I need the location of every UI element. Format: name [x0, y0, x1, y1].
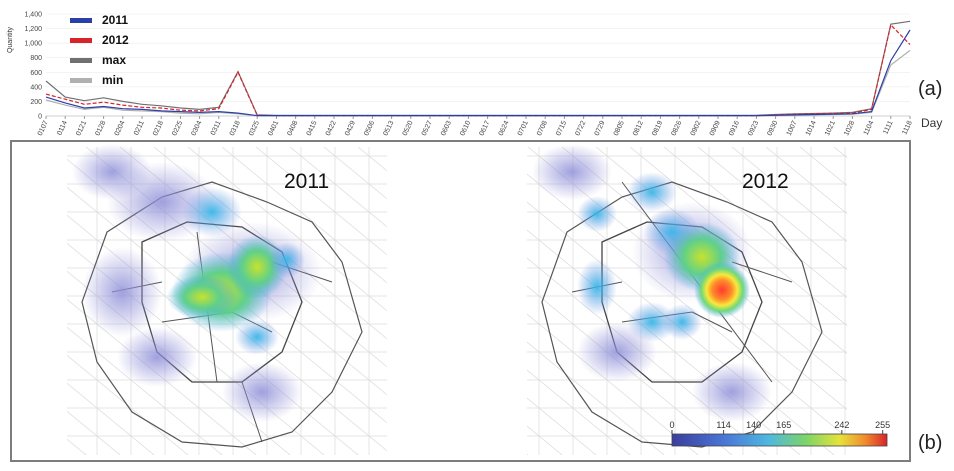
- y-axis-label: Quantity: [7, 26, 14, 53]
- chart-legend: 2011 2012 max min: [70, 13, 129, 87]
- x-tick-label: 0128: [94, 120, 107, 137]
- x-tick-label: 0429: [344, 120, 357, 137]
- legend-swatch-min: [70, 78, 92, 83]
- y-tick-label: 400: [30, 84, 42, 91]
- y-tick-label: 1,000: [24, 41, 42, 48]
- x-tick-label: 1118: [901, 120, 914, 136]
- x-tick-label: 0318: [229, 120, 242, 137]
- y-tick-label: 1,400: [24, 12, 42, 19]
- x-tick-label: 0902: [690, 120, 703, 137]
- y-tick-label: 200: [30, 99, 42, 106]
- x-tick-label: 0930: [766, 120, 779, 137]
- heatmap-panel: 0 114 140 165 242 255 2011 2012: [10, 140, 911, 462]
- heatmap-2012: [527, 144, 847, 455]
- x-tick-label: 0506: [363, 120, 376, 137]
- heatmap-2012-label: 2012: [742, 170, 789, 193]
- x-tick-label: 0722: [574, 120, 587, 137]
- series-line-2011: [45, 29, 911, 117]
- colorbar-tick-label: 255: [875, 420, 890, 430]
- x-tick-label: 1014: [805, 120, 818, 137]
- x-tick-label: 0826: [670, 120, 683, 137]
- heatmap-maps: 0 114 140 165 242 255: [67, 144, 890, 455]
- x-tick-label: 0805: [613, 120, 626, 137]
- y-axis-ticks: 0 200 400 600 800 1,000 1,200 1,400: [24, 12, 910, 121]
- x-tick-label: 0107: [37, 120, 50, 137]
- legend-swatch-2011: [70, 18, 92, 23]
- colorbar-tick-label: 242: [834, 420, 849, 430]
- legend-label-min: min: [102, 73, 123, 87]
- legend-label-2012: 2012: [102, 33, 129, 47]
- colorbar-tick-label: 114: [716, 420, 730, 430]
- heatmap-2011-label: 2011: [284, 170, 330, 193]
- x-tick-label: 0408: [286, 120, 299, 137]
- x-tick-label: 0923: [747, 120, 760, 137]
- x-tick-label: 0812: [632, 120, 645, 137]
- series-line-min: [45, 49, 911, 117]
- heatmap-colorbar: 0 114 140 165 242 255: [669, 420, 890, 447]
- x-tick-label: 0916: [728, 120, 741, 137]
- x-tick-label: 1021: [824, 120, 837, 137]
- x-tick-label: 1111: [882, 120, 894, 136]
- x-tick-label: 0729: [594, 120, 607, 137]
- x-tick-label: 0311: [210, 120, 223, 137]
- colorbar-tick-label: 0: [669, 420, 674, 430]
- x-tick-label: 0603: [440, 120, 453, 137]
- x-tick-label: 0401: [267, 120, 280, 137]
- x-tick-label: 0624: [498, 120, 511, 137]
- y-tick-label: 0: [38, 114, 42, 121]
- x-tick-label: 0422: [325, 120, 338, 137]
- x-tick-label: 0325: [248, 120, 261, 137]
- x-tick-label: 0225: [171, 120, 184, 137]
- x-tick-label: 0909: [709, 120, 722, 137]
- x-axis-label: Day: [921, 116, 942, 130]
- x-tick-label: 0121: [75, 120, 88, 137]
- y-tick-label: 1,200: [24, 26, 42, 33]
- x-tick-label: 0610: [459, 120, 472, 137]
- x-tick-label: 1104: [863, 120, 876, 137]
- x-tick-label: 0204: [114, 120, 127, 137]
- legend-label-2011: 2011: [102, 13, 128, 27]
- x-tick-label: 0708: [536, 120, 549, 137]
- x-tick-label: 1007: [786, 120, 799, 137]
- x-tick-label: 0527: [421, 120, 434, 137]
- x-tick-label: 0513: [382, 120, 395, 137]
- x-tick-label: 0819: [651, 120, 664, 137]
- x-tick-label: 0715: [555, 120, 568, 137]
- colorbar-tick-label: 165: [776, 420, 791, 430]
- x-tick-label: 0211: [133, 120, 146, 137]
- x-tick-label: 0415: [306, 120, 319, 137]
- x-axis-ticks: 0107 0114 0121 0128 0204 0211 0218 0225 0304 0311…: [37, 116, 914, 137]
- x-tick-label: 1028: [843, 120, 856, 137]
- line-chart: Quantity 0 200 400 600 800 1,000 1,200 1,400 01…: [7, 12, 942, 137]
- legend-label-max: max: [102, 53, 126, 67]
- x-tick-label: 0114: [56, 120, 69, 137]
- y-tick-label: 800: [30, 55, 42, 62]
- panel-label-b: (b): [918, 432, 943, 454]
- legend-swatch-max: [70, 58, 92, 63]
- x-tick-label: 0617: [478, 120, 491, 137]
- y-tick-label: 600: [30, 70, 42, 77]
- legend-swatch-2012: [70, 38, 92, 43]
- x-tick-label: 0218: [152, 120, 165, 137]
- colorbar-tick-label: 140: [746, 420, 761, 430]
- x-tick-label: 0701: [517, 120, 530, 137]
- series-lines: [45, 20, 911, 117]
- series-line-2012: [45, 23, 911, 117]
- x-tick-label: 0520: [402, 120, 415, 137]
- x-tick-label: 0304: [190, 120, 203, 137]
- heatmap-2011: [67, 144, 387, 455]
- panel-label-a: (a): [918, 78, 943, 100]
